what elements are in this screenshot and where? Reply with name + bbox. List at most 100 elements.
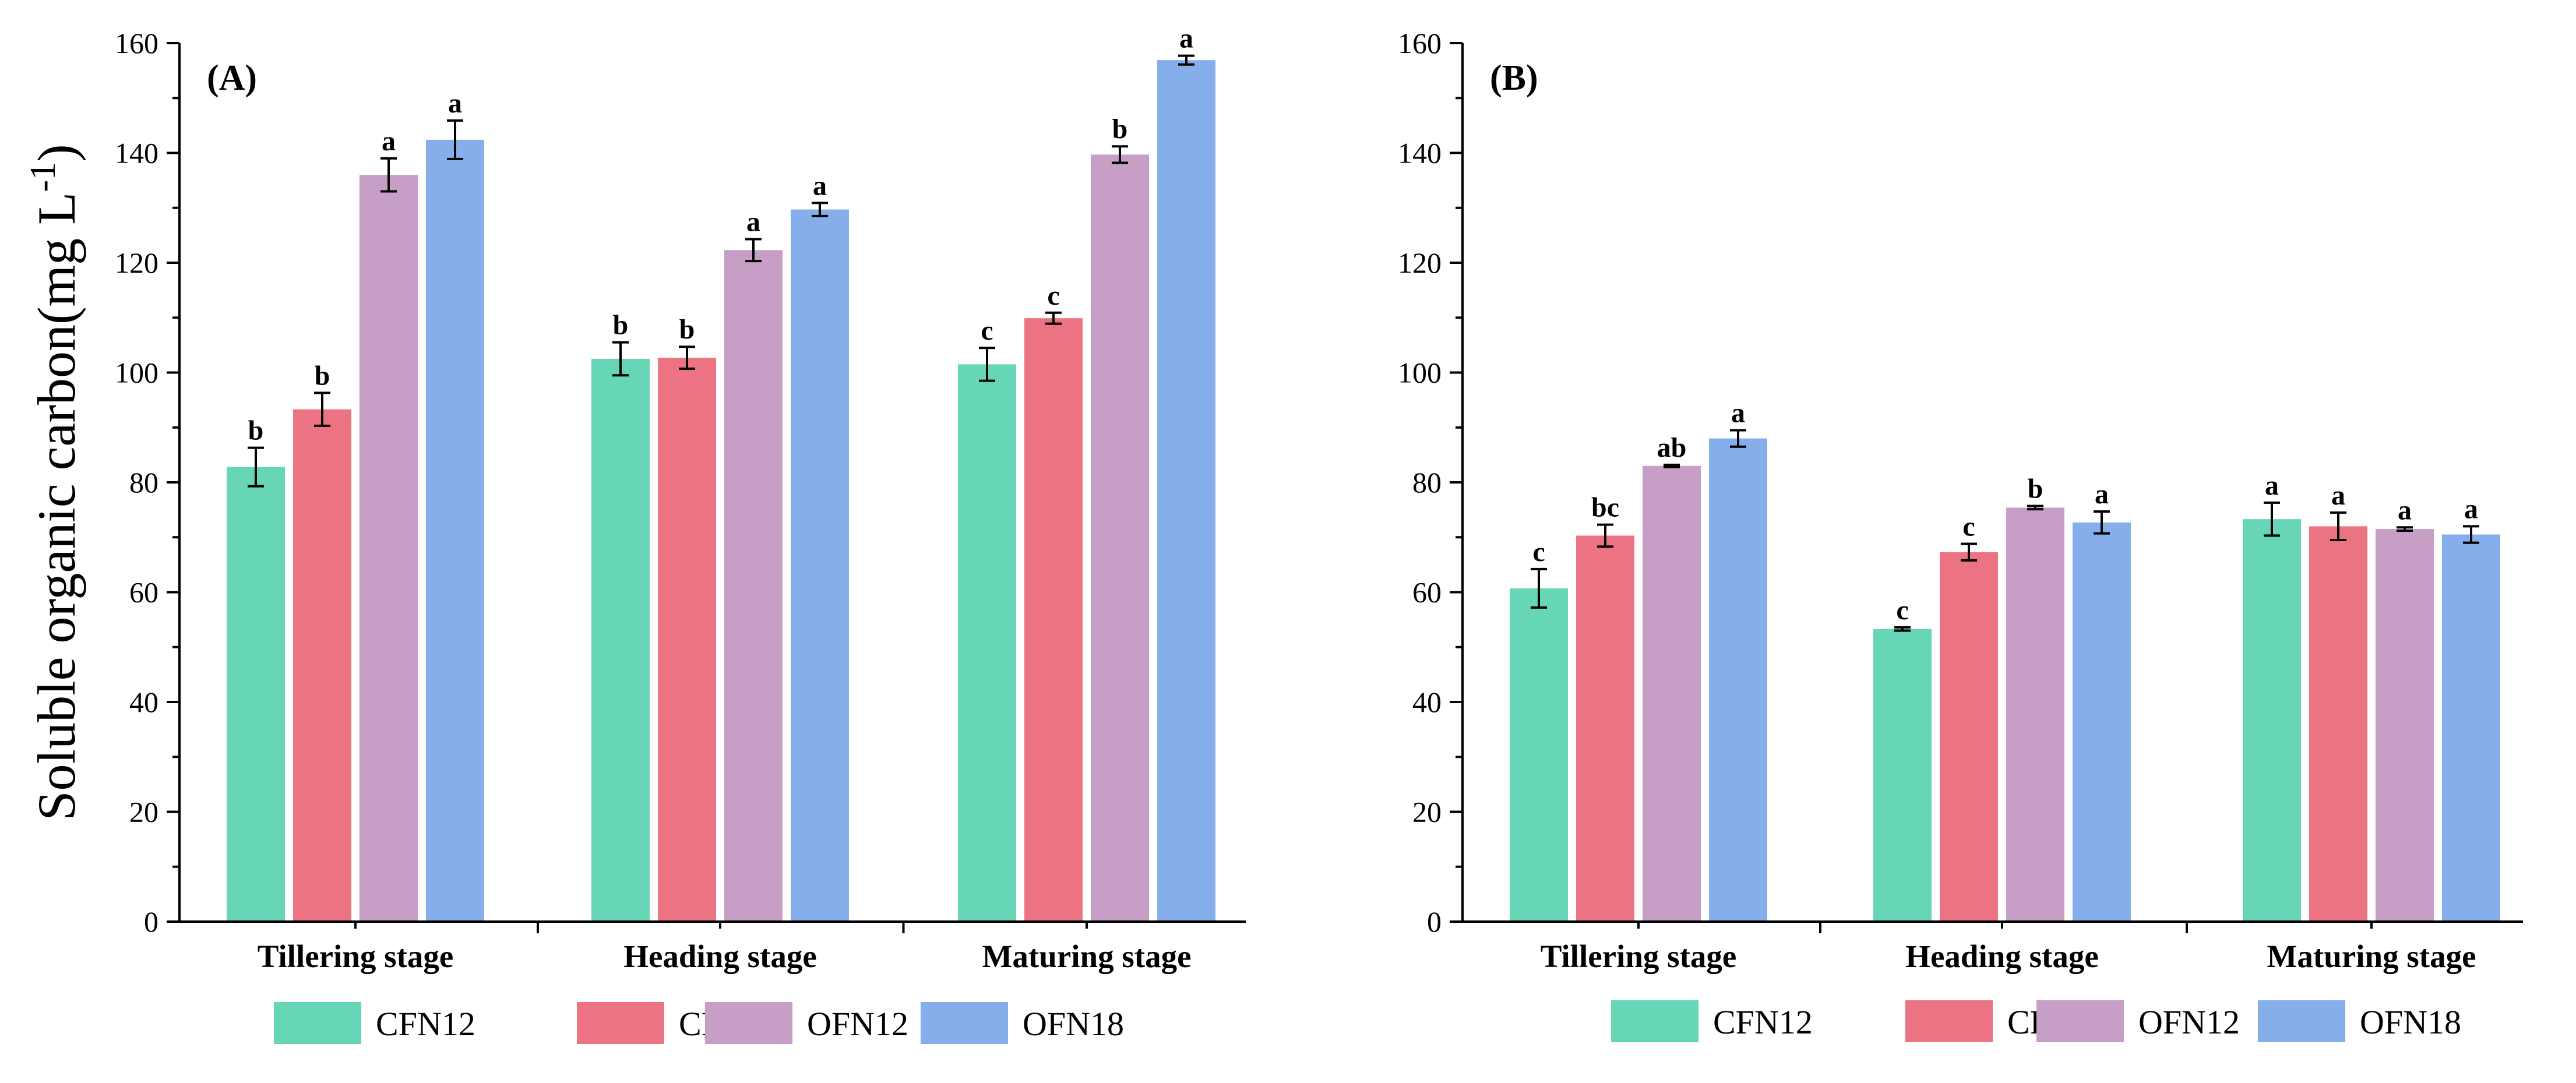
bar-cfn18-tillering-stage: [1576, 535, 1634, 922]
legend-swatch-ofn12: [2036, 1000, 2124, 1042]
error-bar-ofn12-heading-stage: [2027, 505, 2043, 511]
bar-cfn18-maturing-stage: [2309, 526, 2367, 922]
bar-ofn12-heading-stage: [724, 250, 783, 922]
y-tick-label: 80: [129, 466, 158, 499]
legend-item-ofn18: OFN18: [2258, 1000, 2461, 1042]
y-tick-label: 40: [1412, 686, 1442, 718]
bar-ofn18-tillering-stage: [426, 139, 484, 922]
bar-ofn12-tillering-stage: [1643, 465, 1701, 922]
y-tick-label: 100: [1398, 357, 1442, 389]
error-bar-ofn18-tillering-stage: [1730, 429, 1746, 448]
category-label-tillering-stage: Tillering stage: [1541, 939, 1737, 974]
error-bar-cfn12-maturing-stage: [2264, 501, 2280, 537]
error-bar-ofn18-maturing-stage: [2463, 525, 2479, 544]
error-bar-ofn18-maturing-stage: [1178, 54, 1194, 66]
sig-label-ofn18-tillering-stage: a: [1731, 397, 1745, 428]
legend-item-ofn12: OFN12: [2036, 1000, 2240, 1042]
panel-label: (B): [1490, 58, 1538, 98]
y-tick-label: 120: [1398, 246, 1442, 279]
error-bar-ofn18-heading-stage: [2094, 510, 2110, 535]
error-bar-ofn18-heading-stage: [812, 202, 828, 217]
error-bar-ofn12-maturing-stage: [2397, 526, 2413, 532]
y-tick-label: 140: [1398, 137, 1442, 170]
legend-swatch-cfn18: [1905, 1000, 1993, 1042]
y-tick-label: 100: [115, 357, 158, 389]
error-bar-cfn12-tillering-stage: [248, 446, 264, 488]
legend-label-ofn12: OFN12: [2138, 1003, 2240, 1041]
error-bar-ofn12-maturing-stage: [1112, 145, 1128, 164]
sig-label-cfn18-heading-stage: c: [1962, 511, 1975, 542]
error-bar-ofn18-tillering-stage: [447, 119, 463, 160]
error-bar-ofn12-tillering-stage: [1664, 463, 1680, 468]
y-tick-label: 60: [1412, 576, 1442, 609]
sig-label-ofn12-tillering-stage: ab: [1657, 432, 1687, 463]
category-label-maturing-stage: Maturing stage: [2267, 939, 2476, 974]
legend-label-cfn12: CFN12: [1713, 1003, 1813, 1041]
bar-cfn12-tillering-stage: [1510, 588, 1568, 922]
sig-label-cfn18-maturing-stage: c: [1047, 280, 1059, 311]
legend-swatch-ofn18: [2258, 1000, 2345, 1042]
error-bar-ofn12-heading-stage: [745, 238, 762, 263]
category-label-maturing-stage: Maturing stage: [982, 939, 1192, 974]
y-tick-label: 20: [1412, 796, 1442, 828]
bar-cfn18-heading-stage: [1940, 552, 1998, 922]
bar-cfn12-maturing-stage: [2243, 519, 2301, 922]
error-bar-cfn12-heading-stage: [1894, 626, 1911, 632]
category-label-heading-stage: Heading stage: [1905, 939, 2099, 974]
sig-label-cfn12-tillering-stage: b: [248, 415, 264, 446]
error-bar-cfn18-tillering-stage: [1597, 523, 1613, 548]
y-tick-label: 20: [129, 796, 158, 828]
legend-swatch-ofn18: [921, 1002, 1008, 1044]
bar-cfn12-heading-stage: [591, 358, 650, 922]
error-bar-cfn12-tillering-stage: [1531, 567, 1547, 609]
y-axis-title-main: Soluble organic carbon(mg L: [27, 192, 86, 821]
legend-swatch-ofn12: [705, 1002, 792, 1044]
panel-a: b b a a Tillering stage b b a a Heading stage c c b a…: [115, 23, 1246, 974]
sig-label-ofn12-heading-stage: a: [746, 206, 760, 237]
bar-ofn18-maturing-stage: [2442, 534, 2500, 922]
legend-label-ofn18: OFN18: [1023, 1005, 1124, 1043]
sig-label-ofn18-heading-stage: a: [2095, 479, 2109, 510]
bar-ofn18-maturing-stage: [1157, 60, 1215, 922]
legend-swatch-cfn18: [577, 1002, 664, 1044]
error-bar-ofn12-tillering-stage: [380, 157, 397, 193]
bar-cfn12-heading-stage: [1873, 629, 1932, 922]
legend-b: CFN12CFN18OFN12OFN18: [1611, 1000, 2461, 1042]
sig-label-ofn12-maturing-stage: b: [1112, 114, 1128, 144]
error-bar-cfn12-heading-stage: [612, 341, 629, 377]
y-tick-label: 160: [1398, 27, 1442, 59]
legend-item-ofn12: OFN12: [705, 1002, 908, 1044]
bar-ofn12-maturing-stage: [2376, 529, 2434, 922]
y-axis-title-superscript: -1: [23, 162, 63, 192]
error-bar-cfn18-maturing-stage: [1045, 311, 1062, 325]
y-axis-title: Soluble organic carbon(mg L-1): [23, 144, 86, 820]
panel-label: (A): [207, 58, 257, 98]
bar-cfn18-tillering-stage: [293, 409, 351, 922]
error-bar-cfn18-maturing-stage: [2330, 511, 2346, 541]
legend-label-ofn18: OFN18: [2360, 1003, 2461, 1041]
error-bar-cfn18-tillering-stage: [314, 391, 330, 427]
panel-b: c bc ab a Tillering stage c c b a Heading stage a a…: [1398, 27, 2523, 974]
legend-item-ofn18: OFN18: [921, 1002, 1124, 1044]
error-bar-cfn18-heading-stage: [679, 345, 695, 370]
sig-label-cfn18-heading-stage: b: [679, 314, 695, 345]
y-tick-label: 160: [115, 27, 158, 59]
bar-ofn18-tillering-stage: [1709, 438, 1767, 922]
category-label-heading-stage: Heading stage: [623, 939, 817, 974]
sig-label-cfn18-tillering-stage: b: [315, 360, 330, 391]
y-tick-label: 40: [129, 686, 158, 718]
y-tick-label: 0: [144, 905, 158, 938]
bar-ofn12-heading-stage: [2006, 507, 2064, 922]
sig-label-ofn12-tillering-stage: a: [382, 126, 396, 157]
legend-label-ofn12: OFN12: [807, 1005, 908, 1043]
y-axis-title-close: ): [27, 144, 86, 162]
sig-label-cfn12-tillering-stage: c: [1532, 537, 1545, 567]
bar-cfn12-maturing-stage: [958, 364, 1016, 922]
sig-label-ofn18-tillering-stage: a: [448, 88, 462, 119]
legend-swatch-cfn12: [274, 1002, 361, 1044]
error-bar-cfn18-heading-stage: [1961, 542, 1977, 562]
sig-label-cfn18-maturing-stage: a: [2331, 480, 2345, 511]
legend-item-cfn12: CFN12: [274, 1002, 475, 1044]
sig-label-ofn18-heading-stage: a: [813, 170, 827, 201]
